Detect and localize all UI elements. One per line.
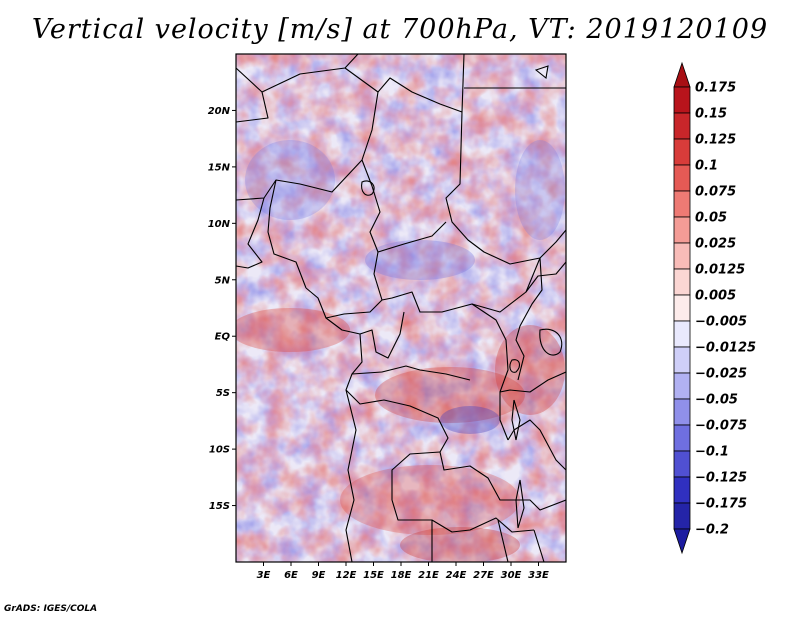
colorbar-swatch (673, 450, 691, 478)
colorbar-swatch (673, 86, 691, 114)
lat-tick-label: 15N (208, 162, 231, 173)
colorbar-swatch (673, 398, 691, 426)
colorbar-swatch (673, 268, 691, 296)
country-boundaries (236, 54, 566, 562)
colorbar-level-label: 0.005 (695, 289, 736, 304)
colorbar-level-label: −0.2 (695, 523, 729, 538)
colorbar-level-label: −0.005 (695, 315, 747, 330)
colorbar-level-label: −0.075 (695, 419, 747, 434)
colorbar-swatch (673, 242, 691, 270)
colorbar-swatch (673, 164, 691, 192)
colorbar-level-label: 0.025 (695, 237, 736, 252)
colorbar-level-label: 0.1 (695, 159, 718, 174)
colorbar-swatch (673, 372, 691, 400)
colorbar-level-label: −0.025 (695, 367, 747, 382)
lon-tick-label: 15E (363, 570, 384, 581)
lon-tick-label: 3E (257, 570, 271, 581)
colorbar-level-label: 0.05 (695, 211, 727, 226)
lat-tick-label: EQ (215, 332, 231, 343)
colorbar-level-label: −0.125 (695, 471, 747, 486)
latitude-axis: 20N 15N 10N 5N EQ 5S 10S 15S (208, 106, 236, 512)
colorbar-swatch (673, 112, 691, 140)
colorbar-level-label: 0.175 (695, 81, 736, 96)
lon-tick-label: 27E (473, 570, 494, 581)
lat-tick-label: 5S (216, 388, 230, 399)
colorbar-swatch (673, 294, 691, 322)
colorbar-level-label: 0.0125 (695, 263, 745, 278)
lat-tick-label: 5N (215, 275, 231, 286)
lon-tick-label: 12E (336, 570, 357, 581)
velocity-field (236, 54, 566, 562)
colorbar-level-label: −0.05 (695, 393, 738, 408)
colorbar-swatch (673, 502, 691, 530)
colorbar-level-label: −0.175 (695, 497, 747, 512)
lat-tick-label: 10S (209, 445, 230, 456)
colorbar-swatch (673, 346, 691, 374)
lon-tick-label: 33E (528, 570, 549, 581)
colorbar-bottom-arrow (673, 528, 691, 555)
colorbar-swatch (673, 424, 691, 452)
colorbar-level-label: 0.15 (695, 107, 727, 122)
lon-tick-label: 9E (312, 570, 326, 581)
lon-tick-label: 6E (284, 570, 298, 581)
lon-tick-label: 18E (391, 570, 412, 581)
colorbar-swatch (673, 476, 691, 504)
colorbar-swatch (673, 138, 691, 166)
colorbar-level-label: 0.075 (695, 185, 736, 200)
grads-credit: GrADS: IGES/COLA (4, 604, 98, 614)
colorbar-level-label: −0.0125 (695, 341, 756, 356)
lat-tick-label: 10N (208, 219, 231, 230)
colorbar-swatch (673, 190, 691, 218)
colorbar: 0.175 0.15 0.125 0.1 0.075 0.05 0.025 0.0125 0.0… (673, 61, 756, 555)
lakes (361, 65, 563, 529)
lon-tick-label: 30E (501, 570, 522, 581)
lon-tick-label: 24E (446, 570, 467, 581)
colorbar-swatch (673, 216, 691, 244)
map-title: Vertical velocity [m/s] at 700hPa, VT: 2… (31, 14, 769, 45)
lat-tick-label: 15S (209, 501, 230, 512)
lat-tick-label: 20N (208, 106, 231, 117)
colorbar-level-label: −0.1 (695, 445, 729, 460)
colorbar-top-arrow (673, 61, 691, 88)
longitude-axis: 3E 6E 9E 12E 15E 18E 21E 24E 27E 30E 33E (257, 562, 549, 581)
colorbar-level-label: 0.125 (695, 133, 736, 148)
lon-tick-label: 21E (418, 570, 439, 581)
colorbar-swatch (673, 320, 691, 348)
